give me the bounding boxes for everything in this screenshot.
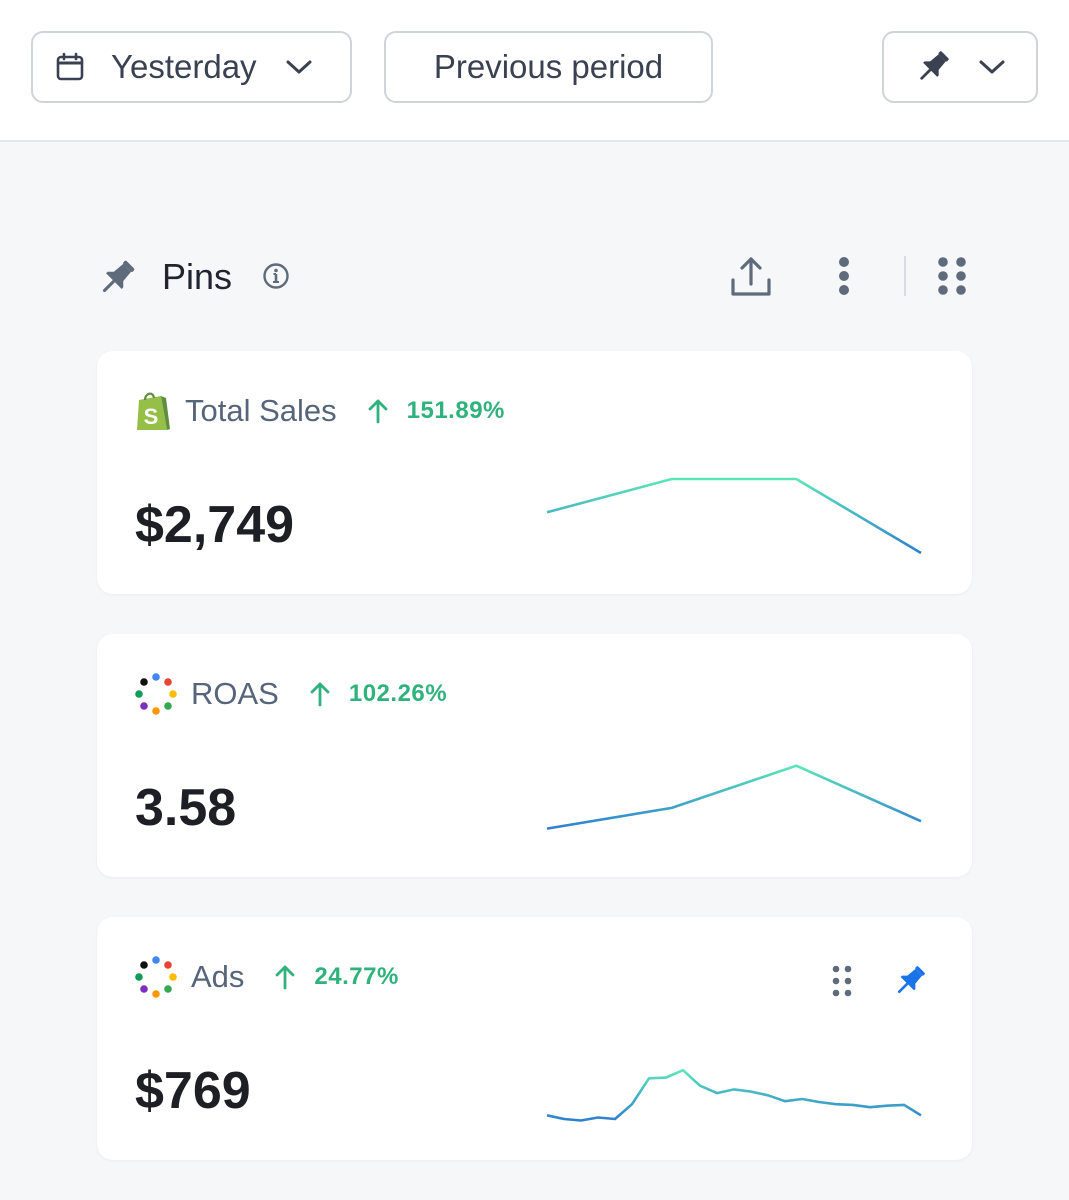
delta-value: 102.26% [348, 680, 448, 707]
pin-icon[interactable] [892, 963, 928, 999]
card-title: ROAS [191, 676, 279, 711]
sparkline-series [546, 477, 922, 555]
chevron-down-icon [978, 58, 1006, 76]
sparkline-chart [546, 764, 922, 830]
pin-icon [914, 48, 952, 86]
delta-badge: 24.77% [274, 963, 398, 991]
drag-handle-icon[interactable] [832, 965, 852, 997]
card-header: ROAS 102.26% [133, 671, 447, 717]
card-header: S Total Sales 151.89% [133, 391, 505, 431]
delta-badge: 151.89% [367, 397, 505, 425]
card-title: Ads [191, 959, 245, 994]
multi-source-icon [133, 954, 179, 1000]
metric-card-total-sales[interactable]: S Total Sales 151.89% $2,749 [97, 351, 972, 594]
metric-value: 3.58 [135, 779, 237, 837]
date-range-label: Yesterday [111, 48, 257, 85]
svg-text:S: S [144, 404, 159, 429]
sparkline-chart [546, 477, 922, 555]
info-icon[interactable] [262, 262, 290, 290]
card-title: Total Sales [185, 393, 337, 428]
metric-card-roas[interactable]: ROAS 102.26% 3.58 [97, 634, 972, 877]
top-toolbar: Yesterday Previous period [0, 0, 1069, 142]
shopify-icon: S [133, 390, 173, 432]
date-range-button[interactable]: Yesterday [31, 31, 352, 103]
kebab-menu-icon[interactable] [834, 256, 854, 298]
card-actions [832, 963, 928, 999]
sparkline-series [546, 1068, 922, 1122]
arrow-up-icon [274, 964, 296, 990]
chevron-down-icon [285, 58, 313, 76]
toolbar-divider [904, 256, 906, 296]
pins-title: Pins [162, 256, 233, 297]
metric-value: $769 [135, 1062, 251, 1120]
compare-period-label: Previous period [433, 48, 664, 85]
sparkline-series [546, 764, 922, 830]
delta-value: 24.77% [314, 963, 399, 990]
arrow-up-icon [367, 398, 389, 424]
pins-section-header: Pins [96, 246, 972, 308]
card-header: Ads 24.77% [133, 954, 399, 1000]
export-icon[interactable] [728, 254, 774, 300]
pin-icon [96, 257, 138, 299]
delta-value: 151.89% [406, 397, 505, 424]
arrow-up-icon [309, 681, 331, 707]
grid-drag-icon[interactable] [936, 256, 968, 298]
sparkline-chart [546, 1068, 922, 1122]
delta-badge: 102.26% [309, 680, 447, 708]
compare-period-button[interactable]: Previous period [384, 31, 713, 103]
metric-value: $2,749 [135, 496, 295, 554]
calendar-icon [55, 52, 85, 82]
pin-menu-button[interactable] [882, 31, 1038, 103]
multi-source-icon [133, 671, 179, 717]
metric-card-ads[interactable]: Ads 24.77% $769 [97, 917, 972, 1160]
